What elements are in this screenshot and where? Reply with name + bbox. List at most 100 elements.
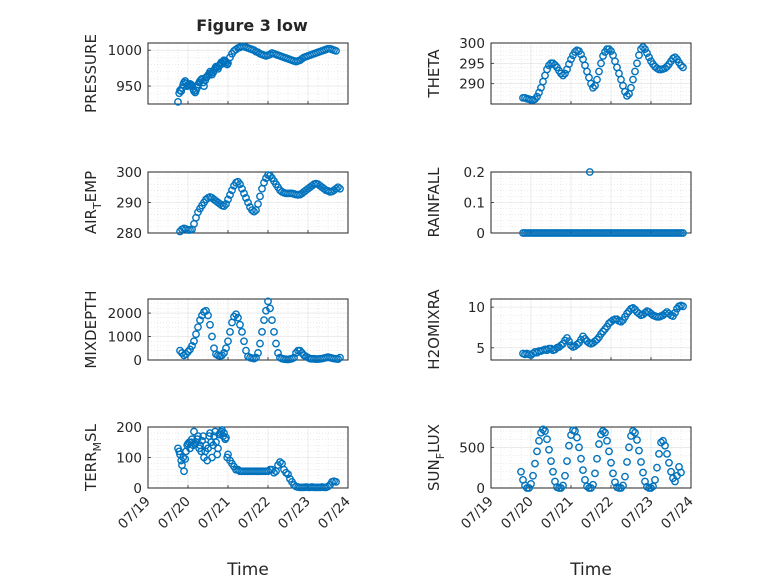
data-point [533,447,541,456]
data-point [240,189,248,198]
data-point [234,313,242,322]
data-point [204,311,212,320]
data-point [671,53,679,62]
data-point [180,467,188,476]
data-point [593,75,601,84]
data-point [575,443,583,452]
data-point [547,457,555,466]
y-tick-label: 5 [476,341,485,357]
y-axis-label: MIXDEPTH [82,290,100,368]
y-tick-label: 295 [459,56,485,72]
data-point [336,353,344,362]
data-point [661,441,669,450]
y-tick-label: 0 [133,353,142,369]
data-point [206,320,214,329]
data-point [539,425,547,434]
data-point [250,207,258,216]
data-point [565,441,573,450]
data-point [254,349,262,357]
data-point [264,297,272,306]
data-point [661,64,669,73]
subplot-pressure: 950 1000 PRESSURE [82,34,349,113]
data-point [220,349,228,357]
data-point [332,477,340,486]
data-point [244,198,252,207]
y-axis-label: AIRTEMP [82,171,104,234]
axes-box [147,171,349,234]
data-point [587,79,595,88]
data-point [639,43,647,51]
data-point [637,458,645,466]
y-axis-label: H2OMIXRA [425,289,443,370]
data-point [577,454,585,463]
y-tick-label: 200 [116,420,142,436]
y-tick-label: 1000 [108,330,142,346]
data-point [181,455,190,463]
data-point [290,353,298,362]
data-point [535,88,543,97]
data-point [679,302,687,311]
data-point [631,67,639,76]
subplot-h2omixra: 5 10 H2OMIXRA [425,289,692,370]
data-point [585,168,594,176]
data-point [631,428,639,437]
data-point [535,436,543,445]
data-point [214,444,222,453]
y-axis-label: THETA [425,49,443,99]
data-point [659,436,667,445]
y-tick-label: 950 [116,79,142,95]
data-point [563,457,571,466]
data-point [655,449,663,458]
data-point [621,472,629,481]
data-point [260,178,268,187]
data-point [254,200,262,208]
data-point [527,480,535,488]
data-point [190,427,198,436]
y-axis-label: RAINFALL [425,167,443,238]
data-point [635,446,643,455]
data-point [599,52,607,60]
data-point [174,97,182,106]
data-point [557,69,565,78]
y-tick-label: 300 [459,36,485,52]
y-tick-label: 100 [116,451,142,467]
data-point [324,482,332,491]
data-point [561,471,569,480]
subplot-theta: 290 295 300 THETA [425,36,692,105]
data-point [623,458,631,466]
data-point [543,65,551,74]
data-point [621,87,629,96]
y-tick-label: 2000 [108,306,142,322]
data-point [561,69,569,78]
data-point [529,471,537,480]
data-point [222,200,230,208]
data-point [194,432,202,441]
data-point [531,459,539,468]
data-point [256,192,264,201]
data-point [332,46,340,55]
data-point [577,50,585,59]
data-point [270,327,278,336]
data-point [599,427,607,435]
data-point [629,75,637,84]
series-markers [174,426,340,492]
data-point [665,458,673,467]
data-point [589,83,597,92]
data-point [619,481,627,490]
x-axis-label: Time [226,560,269,580]
series-markers [174,42,340,106]
data-point [268,316,276,325]
data-point [625,443,633,452]
data-point [533,92,541,101]
data-point [593,454,601,463]
data-point [677,468,685,477]
data-point [637,45,645,53]
y-tick-label: 290 [116,196,142,212]
data-point [226,327,234,336]
data-point [222,344,230,353]
y-tick-label: 500 [459,440,485,456]
data-point [633,59,641,68]
data-point [607,47,615,56]
data-point [633,436,641,444]
data-point [236,180,244,189]
